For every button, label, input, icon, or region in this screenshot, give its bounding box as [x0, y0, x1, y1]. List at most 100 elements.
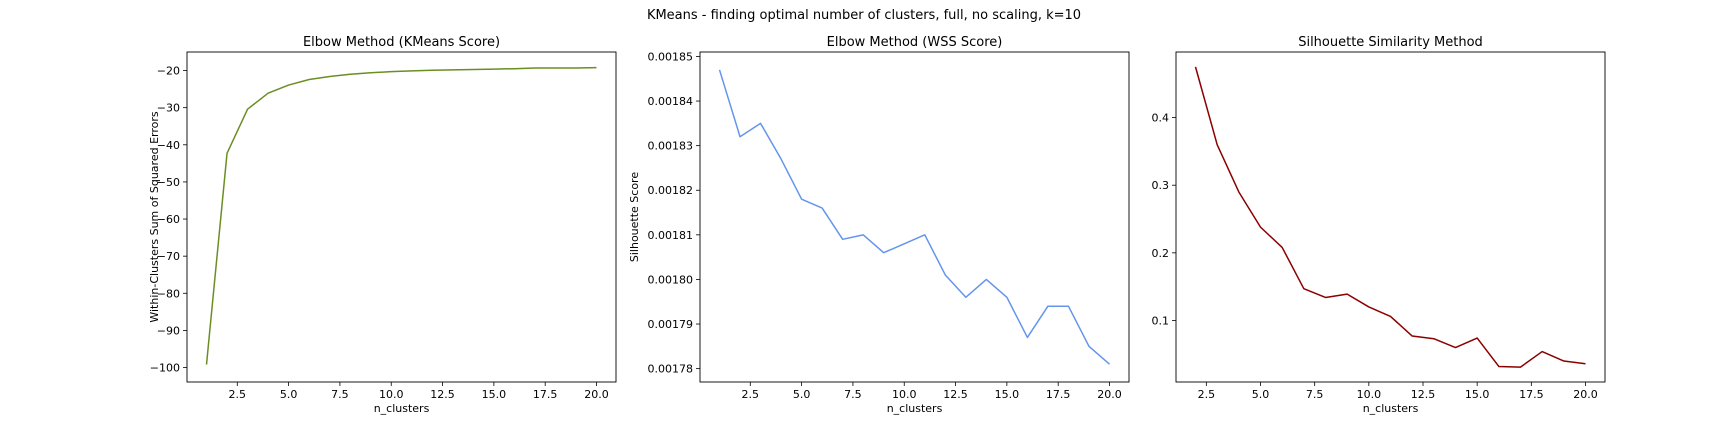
data-point	[287, 83, 290, 86]
data-point	[718, 68, 721, 71]
x-tick-label: 2.5	[742, 388, 760, 401]
x-axis-label: n_clusters	[1363, 402, 1419, 415]
data-point	[410, 69, 413, 72]
y-tick-label: −50	[157, 176, 180, 189]
data-point	[985, 278, 988, 281]
series-line	[205, 66, 597, 365]
data-point	[225, 152, 228, 155]
plot-frame	[186, 51, 617, 383]
data-point	[431, 69, 434, 72]
data-point	[1584, 362, 1587, 365]
x-tick-label: 20.0	[1573, 388, 1598, 401]
data-point	[308, 78, 311, 81]
x-tick-label: 12.5	[430, 388, 455, 401]
data-point	[759, 122, 762, 125]
data-point	[738, 135, 741, 138]
y-tick-label: −90	[157, 324, 180, 337]
data-point	[1216, 143, 1219, 146]
data-point	[1476, 336, 1479, 339]
data-point	[1259, 226, 1262, 229]
data-point	[944, 273, 947, 276]
x-tick-label: 17.5	[1519, 388, 1544, 401]
data-point	[595, 66, 598, 69]
subplots: 2.5 5.0 7.5 10.0 12.5 15.0 17.5 20.0 −20 −30 −40 −5…	[148, 35, 1606, 415]
data-point	[1346, 292, 1349, 295]
data-point	[1281, 246, 1284, 249]
plot-frame	[699, 51, 1130, 383]
y-tick-label: −20	[157, 65, 180, 78]
y-tick-label: 0.3	[1152, 179, 1170, 192]
data-point	[800, 198, 803, 201]
data-point	[1108, 363, 1111, 366]
x-tick-label: 20.0	[1097, 388, 1122, 401]
figure-suptitle: KMeans - finding optimal number of clust…	[647, 8, 1081, 23]
y-tick-label: −100	[150, 362, 180, 375]
x-tick-label: 10.0	[892, 388, 917, 401]
x-tick-label: 5.0	[280, 388, 298, 401]
data-point	[533, 66, 536, 69]
data-point	[328, 75, 331, 78]
y-axis-label: Within-Clusters Sum of Squared Errors	[148, 111, 161, 323]
x-tick-label: 12.5	[1411, 388, 1436, 401]
data-point	[1067, 305, 1070, 308]
data-point	[1194, 65, 1197, 68]
data-point	[574, 66, 577, 69]
x-tick-label: 7.5	[331, 388, 349, 401]
y-tick-label: 0.4	[1152, 112, 1170, 125]
series-line	[718, 69, 1110, 365]
x-tick-label: 17.5	[533, 388, 558, 401]
plot-frame	[1175, 51, 1606, 383]
data-point	[862, 233, 865, 236]
subplot-3: 2.5 5.0 7.5 10.0 12.5 15.0 17.5 20.0 0.1 0.2 0.3 0.…	[1152, 35, 1606, 415]
x-tick-label: 17.5	[1046, 388, 1071, 401]
data-point	[554, 66, 557, 69]
y-tick-label: 0.00184	[648, 95, 694, 108]
x-tick-label: 10.0	[379, 388, 404, 401]
data-point	[779, 157, 782, 160]
data-point	[903, 242, 906, 245]
data-point	[492, 67, 495, 70]
x-tick-label: 5.0	[793, 388, 811, 401]
data-point	[369, 71, 372, 74]
data-point	[1454, 346, 1457, 349]
data-point	[205, 363, 208, 366]
y-tick-label: 0.2	[1152, 247, 1170, 260]
x-tick-label: 15.0	[995, 388, 1020, 401]
data-point	[923, 233, 926, 236]
data-point	[1562, 359, 1565, 362]
data-point	[1497, 365, 1500, 368]
series-line	[1194, 66, 1586, 368]
data-point	[1324, 296, 1327, 299]
y-axis-label: Silhouette Score	[628, 172, 641, 262]
subplot-title: Elbow Method (KMeans Score)	[303, 35, 500, 50]
subplot-2: 2.5 5.0 7.5 10.0 12.5 15.0 17.5 20.0 0.00178 0.00…	[628, 35, 1130, 415]
data-point	[472, 68, 475, 71]
data-point	[882, 251, 885, 254]
data-point	[1087, 345, 1090, 348]
y-tick-label: −40	[157, 139, 180, 152]
data-point	[841, 238, 844, 241]
data-point	[1302, 287, 1305, 290]
x-tick-label: 20.0	[584, 388, 609, 401]
data-point	[1389, 315, 1392, 318]
data-point	[1026, 336, 1029, 339]
x-tick-label: 7.5	[1306, 388, 1324, 401]
y-tick-label: 0.00179	[648, 318, 694, 331]
x-tick-label: 12.5	[943, 388, 968, 401]
subplot-title: Elbow Method (WSS Score)	[827, 35, 1003, 50]
data-point	[513, 67, 516, 70]
data-point	[349, 73, 352, 76]
data-point	[821, 206, 824, 209]
data-point	[1541, 350, 1544, 353]
subplot-title: Silhouette Similarity Method	[1298, 35, 1483, 50]
y-tick-label: 0.00180	[648, 273, 694, 286]
x-axis-label: n_clusters	[374, 402, 430, 415]
y-tick-label: 0.1	[1152, 314, 1170, 327]
x-tick-label: 5.0	[1252, 388, 1270, 401]
data-point	[1367, 305, 1370, 308]
data-point	[1046, 305, 1049, 308]
y-tick-label: 0.00185	[648, 50, 694, 63]
data-point	[1005, 296, 1008, 299]
subplot-1: 2.5 5.0 7.5 10.0 12.5 15.0 17.5 20.0 −20 −30 −40 −5…	[148, 35, 617, 415]
